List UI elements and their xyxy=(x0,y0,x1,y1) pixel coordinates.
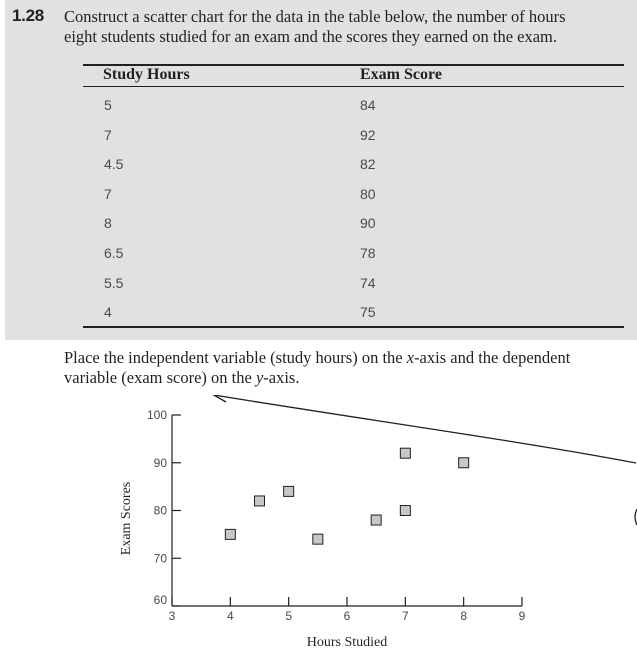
data-point-marker xyxy=(312,533,324,545)
exam-score-cell: 80 xyxy=(360,185,376,202)
x-tick-label: 4 xyxy=(227,609,234,623)
study-hours-cell: 7 xyxy=(104,185,112,202)
x-tick-label: 8 xyxy=(460,609,467,623)
exam-score-cell: 82 xyxy=(360,156,376,173)
x-tick-label: 9 xyxy=(519,609,526,623)
y-axis-title: Exam Scores xyxy=(119,482,134,555)
table-top-rule xyxy=(83,64,624,66)
pointer-arrow-line xyxy=(213,395,637,464)
data-point-marker xyxy=(399,447,411,459)
y-tick-label: 80 xyxy=(154,504,168,518)
exam-score-cell: 78 xyxy=(360,245,376,261)
study-hours-cell: 4.5 xyxy=(104,156,124,173)
y-tick-label: 70 xyxy=(154,551,168,565)
data-point-marker xyxy=(370,514,382,526)
x-tick-label: 7 xyxy=(402,609,409,623)
problem-statement: Construct a scatter chart for the data i… xyxy=(64,7,630,47)
exam-score-cell: 84 xyxy=(360,97,376,113)
data-point-marker xyxy=(399,505,411,516)
tick-labels: 60 70 80 90 100 3 4 5 6 7 8 9 xyxy=(147,408,526,623)
x-tick-label: 6 xyxy=(344,609,351,623)
exam-score-cell: 90 xyxy=(360,215,376,232)
x-tick-label: 3 xyxy=(169,609,176,623)
scatter-chart: 60 70 80 90 100 3 4 5 6 7 8 9 Hours Studied Exam Sc… xyxy=(119,395,637,650)
x-axis-title: Hours Studied xyxy=(307,635,388,650)
x-tick-label: 5 xyxy=(285,609,292,623)
header-study-hours: Study Hours xyxy=(103,66,190,83)
study-hours-cell: 8 xyxy=(104,215,112,232)
data-point-marker xyxy=(254,495,265,507)
data-point-marker xyxy=(224,528,236,540)
pointer-arrowhead xyxy=(212,395,227,403)
header-exam-score: Exam Score xyxy=(360,66,442,83)
exam-score-cell: 92 xyxy=(360,126,376,143)
instruction-text: Place the independent variable (study ho… xyxy=(64,348,637,388)
data-points xyxy=(224,447,470,545)
page-edge-mark xyxy=(634,508,637,526)
study-hours-cell: 4 xyxy=(104,304,112,321)
data-point-marker xyxy=(458,457,470,469)
problem-line-2: eight students studied for an exam and t… xyxy=(64,27,558,46)
problem-number: 1.28 xyxy=(12,6,44,25)
y-tick-label: 60 xyxy=(154,593,168,607)
exam-score-cell: 74 xyxy=(360,274,376,291)
problem-line-1: Construct a scatter chart for the data i… xyxy=(64,7,566,26)
instruction-line-1: Place the independent variable (study ho… xyxy=(64,348,571,367)
instruction-line-2: variable (exam score) on the y-axis. xyxy=(64,368,300,387)
data-point-marker xyxy=(283,485,295,497)
study-hours-cell: 5.5 xyxy=(104,274,124,291)
table-bottom-rule xyxy=(83,326,624,328)
y-tick-label: 100 xyxy=(147,408,167,422)
study-hours-cell: 5 xyxy=(104,97,112,113)
table-header-rule xyxy=(83,86,624,87)
study-hours-cell: 6.5 xyxy=(104,245,124,261)
chart-axes xyxy=(171,414,523,607)
problem-panel xyxy=(5,0,637,340)
study-hours-cell: 7 xyxy=(104,126,112,143)
y-tick-label: 90 xyxy=(154,456,168,470)
exam-score-cell: 75 xyxy=(360,304,376,321)
